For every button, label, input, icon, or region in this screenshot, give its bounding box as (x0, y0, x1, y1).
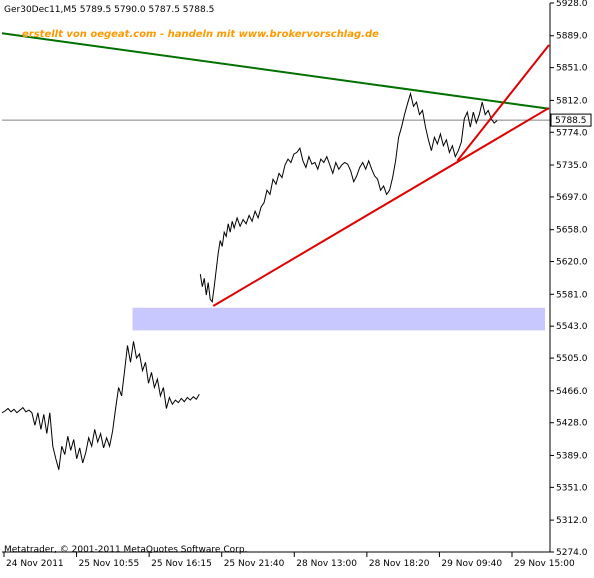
y-tick-label: 5889.0 (556, 32, 588, 42)
x-tick-label: 24 Nov 2011 (6, 559, 64, 569)
support-zone (132, 307, 546, 331)
price-layer (1, 91, 550, 470)
y-tick-label: 5928.0 (556, 0, 588, 9)
y-tick-label: 5620.0 (556, 258, 588, 268)
price-series-segment-1 (1, 341, 200, 470)
y-tick-label: 5812.0 (556, 96, 588, 106)
copyright-label: Metatrader, © 2001-2011 MetaQuotes Softw… (4, 545, 247, 555)
x-tick-label: 29 Nov 15:00 (514, 559, 575, 569)
y-tick-label: 5658.0 (556, 226, 588, 236)
y-tick-label: 5274.0 (556, 548, 588, 558)
y-tick-label: 5505.0 (556, 354, 588, 364)
x-tick-label: 28 Nov 13:00 (296, 559, 357, 569)
price-series-segment-2 (199, 91, 498, 304)
x-tick-label: 25 Nov 21:40 (224, 559, 285, 569)
y-tick-label: 5735.0 (556, 161, 588, 171)
y-tick-label: 5774.0 (556, 128, 588, 138)
watermark-label: erstellt von oegeat.com - handeln mit ww… (22, 29, 379, 40)
current-price-label: 5788.5 (555, 116, 587, 126)
y-tick-label: 5428.0 (556, 419, 588, 429)
symbol-quote-label: Ger30Dec11,M5 5789.5 5790.0 5787.5 5788.… (4, 5, 214, 15)
y-tick-label: 5351.0 (556, 483, 588, 493)
y-tick-label: 5466.0 (556, 387, 588, 397)
y-tick-label: 5851.0 (556, 64, 588, 74)
y-tick-label: 5312.0 (556, 516, 588, 526)
y-tick-label: 5581.0 (556, 290, 588, 300)
axes-layer: 5928.0 5889.0 5851.0 5812.0 5774.0 5735.0 5697… (2, 0, 592, 569)
x-tick-label: 28 Nov 18:20 (369, 559, 430, 569)
resistance-trendline-1 (1, 32, 550, 110)
trendline-layer (1, 32, 550, 307)
x-tick-label: 25 Nov 16:15 (151, 559, 212, 569)
zone-layer (132, 307, 546, 331)
x-tick-label: 25 Nov 10:55 (79, 559, 140, 569)
x-tick-label: 29 Nov 09:40 (441, 559, 502, 569)
support-trendline-2 (212, 107, 550, 307)
y-tick-label: 5697.0 (556, 193, 588, 203)
support-trendline-3 (456, 44, 550, 162)
y-tick-label: 5543.0 (556, 322, 588, 332)
y-tick-label: 5389.0 (556, 451, 588, 461)
current-price-box (550, 113, 592, 127)
